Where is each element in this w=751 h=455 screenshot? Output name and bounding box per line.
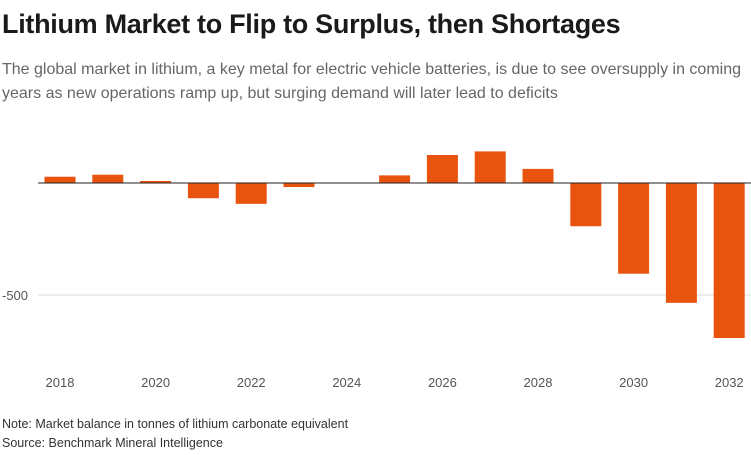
bar-2025 xyxy=(379,175,411,183)
x-tick-label-2030: 2030 xyxy=(619,375,648,390)
bar-2021 xyxy=(187,183,219,199)
x-tick-label-2020: 2020 xyxy=(141,375,170,390)
bar-2031 xyxy=(665,183,697,303)
bar-2019 xyxy=(92,174,124,183)
bar-2029 xyxy=(570,183,602,227)
label-layer: -500 2018 2020 2022 2024 2026 2028 2030 2032 xyxy=(2,288,744,390)
x-tick-label-2028: 2028 xyxy=(524,375,553,390)
bar-2018 xyxy=(44,176,76,183)
x-tick-label-2032: 2032 xyxy=(715,375,744,390)
chart-note: Note: Market balance in tonnes of lithiu… xyxy=(2,417,349,431)
bar-layer xyxy=(44,151,745,339)
bar-2030 xyxy=(618,183,650,274)
bar-2027 xyxy=(474,151,506,183)
bar-chart: -500 2018 2020 2022 2024 2026 2028 2030 2032 xyxy=(2,151,751,390)
y-tick-label: -500 xyxy=(2,288,28,303)
x-tick-label-2022: 2022 xyxy=(237,375,266,390)
chart-subtitle: The global market in lithium, a key meta… xyxy=(2,61,742,102)
chart-title: Lithium Market to Flip to Surplus, then … xyxy=(2,9,621,39)
x-tick-label-2026: 2026 xyxy=(428,375,457,390)
bar-2022 xyxy=(235,183,267,204)
bar-2032 xyxy=(713,183,745,339)
x-tick-label-2018: 2018 xyxy=(46,375,75,390)
chart-source: Source: Benchmark Mineral Intelligence xyxy=(2,436,223,450)
bar-2028 xyxy=(522,168,554,183)
bar-2026 xyxy=(426,155,458,183)
bar-2023 xyxy=(283,183,315,188)
x-tick-label-2024: 2024 xyxy=(332,375,361,390)
bar-2020 xyxy=(140,180,172,183)
